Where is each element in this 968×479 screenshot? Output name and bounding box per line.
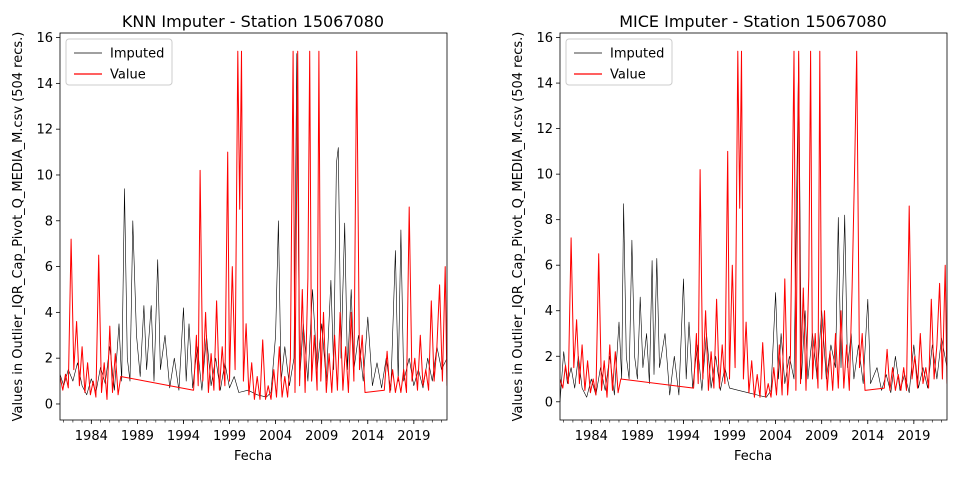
y-tick-label: 14 [536, 77, 553, 92]
y-axis-label: Values in Outlier_IQR_Cap_Pivot_Q_MEDIA_… [11, 32, 26, 422]
series-line-imputed [560, 53, 947, 402]
y-tick-label: 8 [545, 213, 553, 228]
x-tick-label: 2019 [897, 429, 930, 444]
y-tick-label: 12 [536, 122, 553, 137]
legend-label: Imputed [110, 47, 164, 62]
y-tick-label: 10 [36, 168, 53, 183]
x-tick-label: 1994 [167, 429, 200, 444]
y-tick-label: 0 [545, 395, 553, 410]
chart-title: MICE Imputer - Station 15067080 [619, 12, 887, 31]
x-tick-label: 2019 [397, 429, 430, 444]
y-tick-label: 16 [36, 31, 53, 46]
y-tick-label: 4 [545, 304, 553, 319]
y-axis-label: Values in Outlier_IQR_Cap_Pivot_Q_MEDIA_… [511, 32, 526, 422]
x-tick-label: 2014 [351, 429, 384, 444]
y-tick-label: 6 [545, 259, 553, 274]
series-line-value [560, 50, 947, 398]
x-axis-label: Fecha [734, 449, 772, 464]
series-line-imputed [60, 53, 447, 398]
x-tick-label: 2009 [805, 429, 838, 444]
x-tick-label: 1989 [621, 429, 654, 444]
plot-frame [59, 32, 448, 421]
chart-title: KNN Imputer - Station 15067080 [122, 12, 384, 31]
plot-frame [559, 32, 948, 421]
x-tick-label: 1989 [121, 429, 154, 444]
x-tick-label: 2004 [759, 429, 792, 444]
x-tick-label: 2014 [851, 429, 884, 444]
x-tick-label: 1999 [713, 429, 746, 444]
legend-label: Imputed [610, 47, 664, 62]
series-line-value [60, 50, 447, 400]
y-tick-label: 6 [45, 260, 53, 275]
x-tick-label: 2004 [259, 429, 292, 444]
x-tick-label: 1984 [75, 429, 108, 444]
y-tick-label: 14 [36, 77, 53, 92]
x-axis-label: Fecha [234, 449, 272, 464]
x-tick-label: 1999 [213, 429, 246, 444]
y-tick-label: 12 [36, 123, 53, 138]
x-tick-label: 1984 [575, 429, 608, 444]
legend-label: Value [610, 68, 646, 83]
y-tick-label: 2 [45, 352, 53, 367]
y-tick-label: 16 [536, 31, 553, 46]
y-tick-label: 4 [45, 306, 53, 321]
legend-label: Value [110, 68, 146, 83]
y-tick-label: 0 [45, 397, 53, 412]
mice-chart-panel: MICE Imputer - Station 15067080 Values i… [511, 12, 948, 464]
y-tick-label: 8 [45, 214, 53, 229]
y-tick-label: 2 [545, 350, 553, 365]
x-tick-label: 2009 [305, 429, 338, 444]
y-tick-label: 10 [536, 168, 553, 183]
knn-chart-panel: KNN Imputer - Station 15067080 Values in… [11, 12, 448, 464]
x-tick-label: 1994 [667, 429, 700, 444]
